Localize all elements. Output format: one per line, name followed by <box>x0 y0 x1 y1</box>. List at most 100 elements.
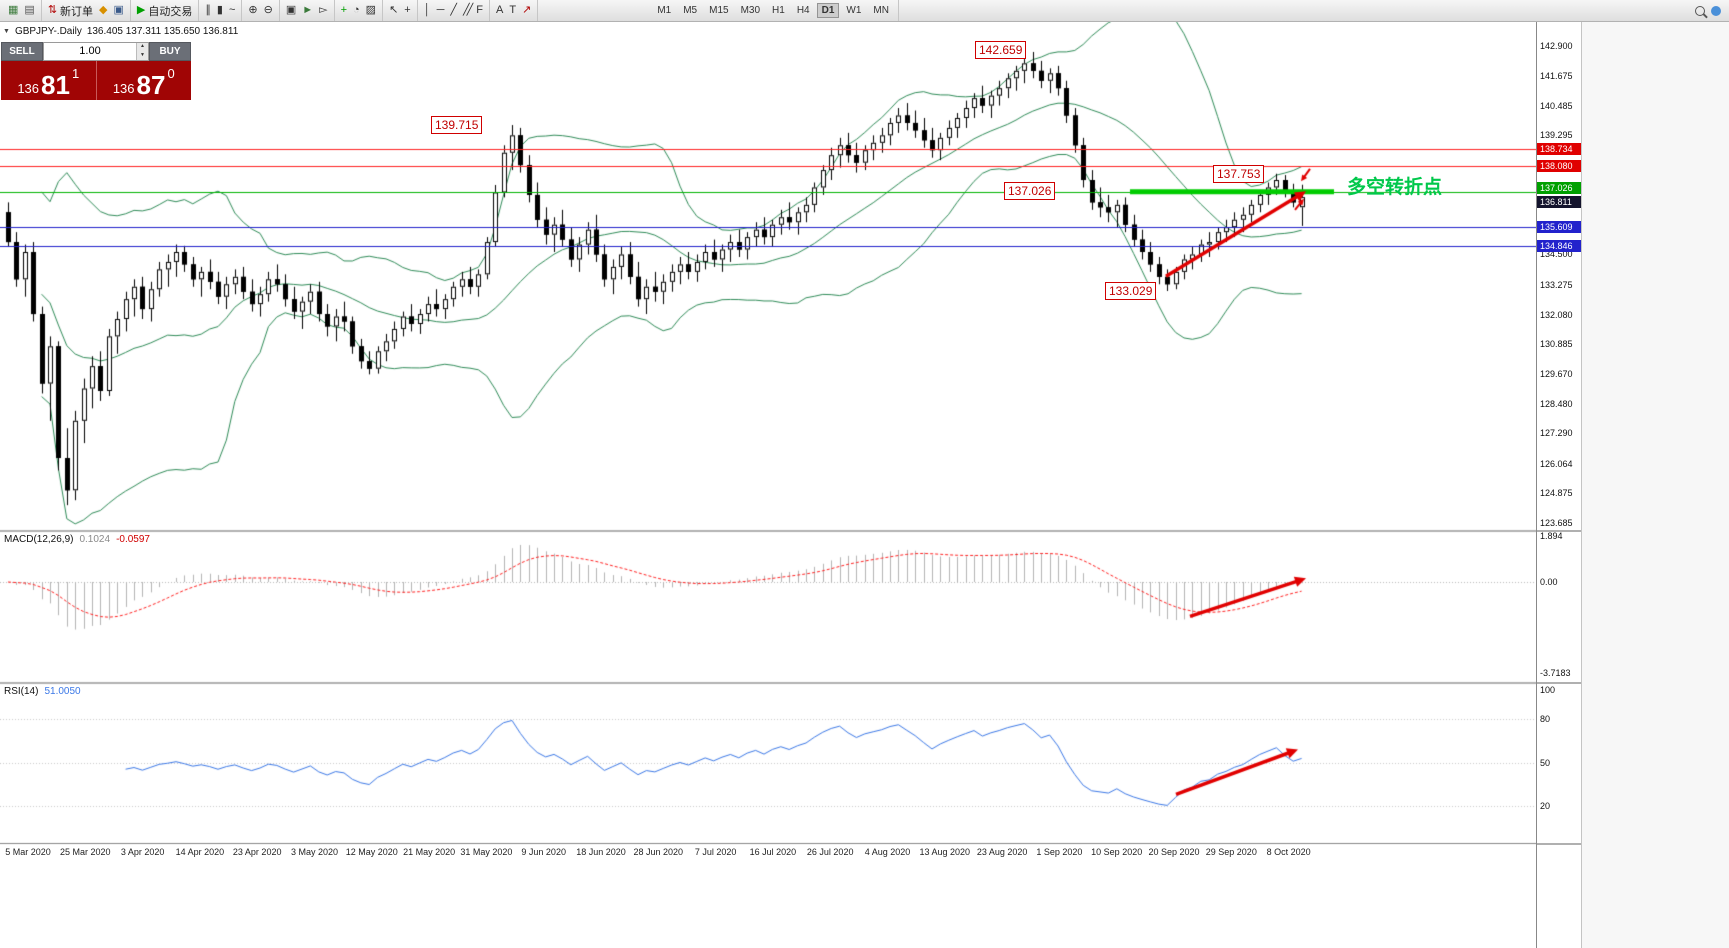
periods-button[interactable]: ◔ <box>350 2 363 20</box>
text-button[interactable]: A <box>493 2 506 20</box>
new-chart-button[interactable]: ▦ <box>5 2 21 20</box>
channel-button[interactable]: ╱╱ <box>460 2 473 20</box>
zoom-in-button[interactable]: ⊕ <box>245 2 260 20</box>
timeframe-h4-button[interactable]: H4 <box>796 5 810 16</box>
timeframe-d1-button[interactable]: D1 <box>816 3 840 18</box>
date-label: 8 Oct 2020 <box>1266 847 1311 857</box>
zoom-out-button[interactable]: ⊖ <box>261 2 276 20</box>
cursor-button[interactable]: ↖ <box>386 2 401 20</box>
templates-button[interactable]: ▨ <box>363 2 379 20</box>
price-axis-label: 123.685 <box>1540 517 1573 528</box>
price-tag: 138.734 <box>1537 143 1581 156</box>
timeframe-m15-button[interactable]: M15 <box>709 5 729 16</box>
one-click-top-row: SELL 1.00 ▲ ▼ BUY <box>1 42 191 61</box>
line-chart-button[interactable]: ~ <box>226 2 238 20</box>
line-chart-icon: ~ <box>228 4 236 16</box>
text-label-button[interactable]: T <box>506 2 519 20</box>
current-price-tag: 136.811 <box>1537 196 1581 209</box>
trendline-button[interactable]: ╱ <box>447 2 460 20</box>
date-label: 20 Sep 2020 <box>1148 847 1200 857</box>
profiles-icon: ▤ <box>24 4 35 16</box>
timeframe-w1-button[interactable]: W1 <box>846 5 862 16</box>
price-callout[interactable]: 137.753 <box>1213 165 1265 183</box>
date-label: 3 May 2020 <box>290 847 339 857</box>
timeframe-h1-button[interactable]: H1 <box>772 5 785 16</box>
rsi-value: 51.0050 <box>44 686 81 697</box>
panel-separator[interactable] <box>1537 843 1581 845</box>
crosshair-icon: + <box>404 4 411 16</box>
arrow-objects-button[interactable]: ↗ <box>519 2 534 20</box>
bars-chart-button[interactable]: ∥ <box>202 2 214 20</box>
profiles-button[interactable]: ▤ <box>21 2 37 20</box>
macd-value: 0.1024 <box>79 534 111 545</box>
turning-point-note[interactable]: 多空转折点 <box>1347 177 1443 198</box>
crosshair-button[interactable]: + <box>401 2 413 20</box>
volume-value[interactable]: 1.00 <box>79 45 101 57</box>
price-axis-label: 133.275 <box>1540 279 1573 290</box>
auto-scroll-button[interactable]: ► <box>299 2 316 20</box>
date-label: 1 Sep 2020 <box>1036 847 1083 857</box>
metaeditor-button[interactable]: ◆ <box>96 2 110 20</box>
candlestick-chart-icon: ▮ <box>216 4 223 16</box>
volume-field[interactable]: 1.00 ▲ ▼ <box>43 42 149 61</box>
candlestick-chart-button[interactable]: ▮ <box>214 2 226 20</box>
date-label: 26 Jul 2020 <box>806 847 854 857</box>
ask-prefix: 136 <box>112 80 135 96</box>
ask-point: 0 <box>167 66 175 81</box>
macd-signal-value: -0.0597 <box>116 534 150 545</box>
search-button[interactable] <box>1692 2 1708 20</box>
macd-axis-label: 0.00 <box>1540 577 1558 587</box>
market-watch-button[interactable]: ▣ <box>111 2 127 20</box>
indicators-icon: + <box>340 4 348 16</box>
price-axis-strip[interactable]: 142.900 141.675 140.485 139.295 134.500 133.2… <box>1536 22 1581 948</box>
fibonacci-button[interactable]: F <box>473 2 486 20</box>
volume-up-icon[interactable]: ▲ <box>137 43 148 52</box>
sell-button[interactable]: SELL <box>1 42 43 61</box>
panel-separator[interactable] <box>1537 682 1581 684</box>
one-click-collapse-icon[interactable]: ▼ <box>3 28 10 35</box>
chart-canvas[interactable] <box>0 22 1536 845</box>
date-label: 7 Jul 2020 <box>694 847 737 857</box>
price-callout[interactable]: 142.659 <box>975 41 1027 59</box>
date-label: 10 Sep 2020 <box>1091 847 1143 857</box>
bid-point: 1 <box>71 66 80 81</box>
ask-price-panel[interactable]: 136 87 0 <box>96 61 191 100</box>
trendline-icon: ╱ <box>450 4 458 16</box>
panel-separator[interactable] <box>1537 530 1581 532</box>
horizontal-line-button[interactable]: ─ <box>434 2 448 20</box>
price-callout[interactable]: 137.026 <box>1004 182 1056 200</box>
timeframe-mn-button[interactable]: MN <box>873 5 889 16</box>
price-axis-label: 134.500 <box>1540 249 1573 260</box>
periods-icon: ◔ <box>353 4 360 16</box>
date-label: 14 Apr 2020 <box>175 847 225 857</box>
new-order-button[interactable]: ⇅ 新订单 <box>45 2 96 20</box>
new-chart-icon: ▦ <box>8 4 19 16</box>
toolbar-right-group <box>1689 0 1727 21</box>
buy-button[interactable]: BUY <box>149 42 191 61</box>
date-label: 4 Aug 2020 <box>864 847 911 857</box>
date-label: 21 May 2020 <box>403 847 456 857</box>
community-button[interactable] <box>1708 2 1724 20</box>
chart-shift-button[interactable]: ▻ <box>316 2 330 20</box>
date-label: 31 May 2020 <box>460 847 513 857</box>
price-callout[interactable]: 139.715 <box>431 116 483 134</box>
volume-down-icon[interactable]: ▼ <box>137 51 148 60</box>
tile-windows-button[interactable]: ▣ <box>283 2 299 20</box>
bid-price-panel[interactable]: 136 81 1 <box>1 61 97 100</box>
date-axis[interactable]: 5 Mar 2020 25 Mar 2020 3 Apr 2020 14 Apr 20… <box>0 845 1536 861</box>
vertical-line-button[interactable]: │ <box>421 2 434 20</box>
new-order-label: 新订单 <box>60 5 94 18</box>
timeframe-m30-button[interactable]: M30 <box>740 5 761 16</box>
vertical-line-icon: │ <box>423 4 431 16</box>
autotrading-button[interactable]: ▶ 自动交易 <box>134 2 195 20</box>
indicators-button[interactable]: + <box>338 2 350 20</box>
date-label: 18 Jun 2020 <box>576 847 626 857</box>
timeframe-m5-button[interactable]: M5 <box>683 5 698 16</box>
chart-window: ▼ GBPJPY-.Daily 136.405 137.311 135.650 … <box>0 22 1536 948</box>
mql5-community-icon <box>1711 5 1721 16</box>
price-tag: 134.846 <box>1537 239 1581 252</box>
timeframe-m1-button[interactable]: M1 <box>657 5 672 16</box>
price-callout[interactable]: 133.029 <box>1105 282 1157 300</box>
price-axis-label: 126.064 <box>1540 458 1573 469</box>
